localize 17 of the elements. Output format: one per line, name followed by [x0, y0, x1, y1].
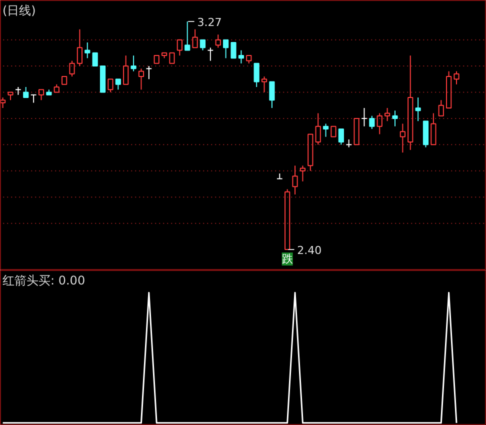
candlestick: [322, 123, 329, 138]
annotation: 3.27: [197, 16, 222, 29]
chart-title: (日线): [2, 4, 36, 18]
annotation: 跌: [282, 252, 293, 266]
candlestick: [300, 165, 306, 182]
candlestick: [408, 55, 414, 150]
candlestick: [207, 47, 214, 62]
candlestick: [361, 107, 368, 127]
candlestick: [400, 123, 406, 154]
candlestick: [392, 110, 398, 127]
candlestick: [376, 112, 382, 135]
candlestick: [415, 96, 421, 122]
candlestick: [138, 68, 144, 90]
candlestick: [292, 165, 298, 195]
candlestick: [130, 55, 136, 72]
annotation: 2.40: [297, 244, 322, 258]
chart-title: 红箭头买: 0.00: [2, 274, 86, 288]
